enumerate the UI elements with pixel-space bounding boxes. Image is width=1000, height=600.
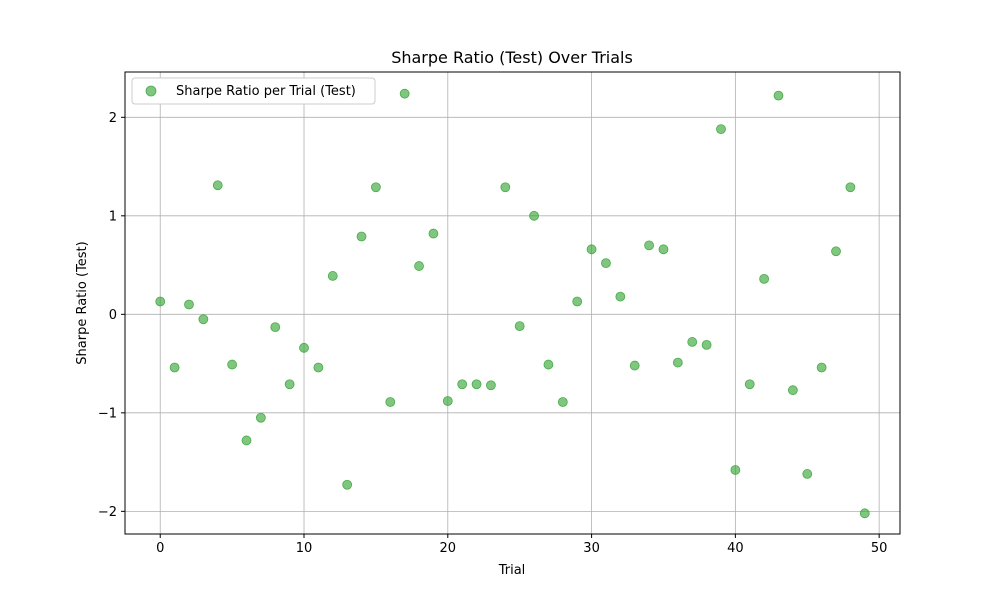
plot-area — [125, 72, 900, 534]
data-point — [672, 357, 683, 368]
data-point — [270, 322, 281, 333]
data-point — [601, 258, 611, 269]
data-point — [371, 182, 381, 193]
data-point — [342, 479, 353, 490]
legend-label: Sharpe Ratio per Trial (Test) — [176, 84, 356, 99]
data-point — [399, 88, 410, 99]
data-point — [184, 299, 194, 310]
data-point — [831, 246, 841, 257]
grid-lines — [125, 72, 900, 534]
data-point — [442, 396, 453, 406]
data-point — [572, 296, 583, 307]
data-point — [414, 261, 424, 271]
data-point — [644, 240, 654, 251]
data-point — [169, 362, 180, 373]
data-point — [284, 379, 295, 390]
x-tick-label: 40 — [727, 541, 744, 556]
x-axis-label: Trial — [498, 563, 526, 578]
data-point — [615, 291, 626, 302]
data-point — [543, 359, 554, 370]
data-point — [227, 359, 238, 370]
data-point — [845, 182, 856, 193]
legend-box — [131, 77, 376, 105]
data-point — [586, 244, 597, 255]
data-point — [629, 360, 640, 371]
plot-frame — [124, 71, 901, 535]
data-point — [313, 362, 324, 373]
y-tick-label: −1 — [98, 406, 117, 421]
data-point — [730, 465, 741, 475]
x-tick-label: 0 — [156, 541, 164, 556]
data-point — [557, 397, 568, 407]
data-point — [457, 379, 468, 390]
y-tick-label: 1 — [109, 209, 117, 224]
legend-marker — [145, 85, 157, 97]
x-axis-ticks: 0 10 20 30 40 50 — [156, 534, 887, 556]
data-point — [787, 385, 798, 396]
data-point — [212, 180, 223, 191]
data-point — [428, 228, 439, 239]
y-axis-label: Sharpe Ratio (Test) — [75, 241, 90, 364]
data-point — [198, 314, 209, 325]
data-point — [255, 412, 266, 423]
x-tick-label: 10 — [296, 541, 313, 556]
data-point — [744, 379, 755, 390]
data-points — [155, 88, 870, 519]
x-tick-label: 50 — [871, 541, 888, 556]
y-tick-label: −2 — [98, 505, 117, 520]
data-point — [327, 271, 338, 281]
y-tick-label: 2 — [109, 111, 117, 126]
chart-title: Sharpe Ratio (Test) Over Trials — [391, 48, 633, 67]
data-point — [500, 182, 511, 193]
y-axis-ticks: −2 −1 0 1 2 — [98, 111, 125, 520]
data-point — [759, 273, 770, 284]
data-point — [716, 124, 726, 135]
data-point — [385, 397, 396, 407]
data-point — [859, 508, 870, 519]
data-point — [514, 321, 525, 332]
data-point — [356, 231, 367, 242]
data-point — [486, 380, 496, 391]
data-point — [687, 337, 698, 347]
data-point — [658, 244, 669, 255]
data-point — [471, 379, 482, 390]
data-point — [773, 90, 784, 101]
data-point — [299, 342, 309, 353]
legend: Sharpe Ratio per Trial (Test) — [131, 77, 376, 105]
data-point — [802, 469, 813, 479]
data-point — [241, 435, 252, 446]
x-tick-label: 20 — [440, 541, 457, 556]
data-point — [155, 296, 166, 307]
data-point — [816, 362, 827, 373]
data-point — [701, 339, 712, 350]
x-tick-label: 30 — [583, 541, 600, 556]
data-point — [529, 210, 539, 221]
y-tick-label: 0 — [109, 308, 117, 323]
